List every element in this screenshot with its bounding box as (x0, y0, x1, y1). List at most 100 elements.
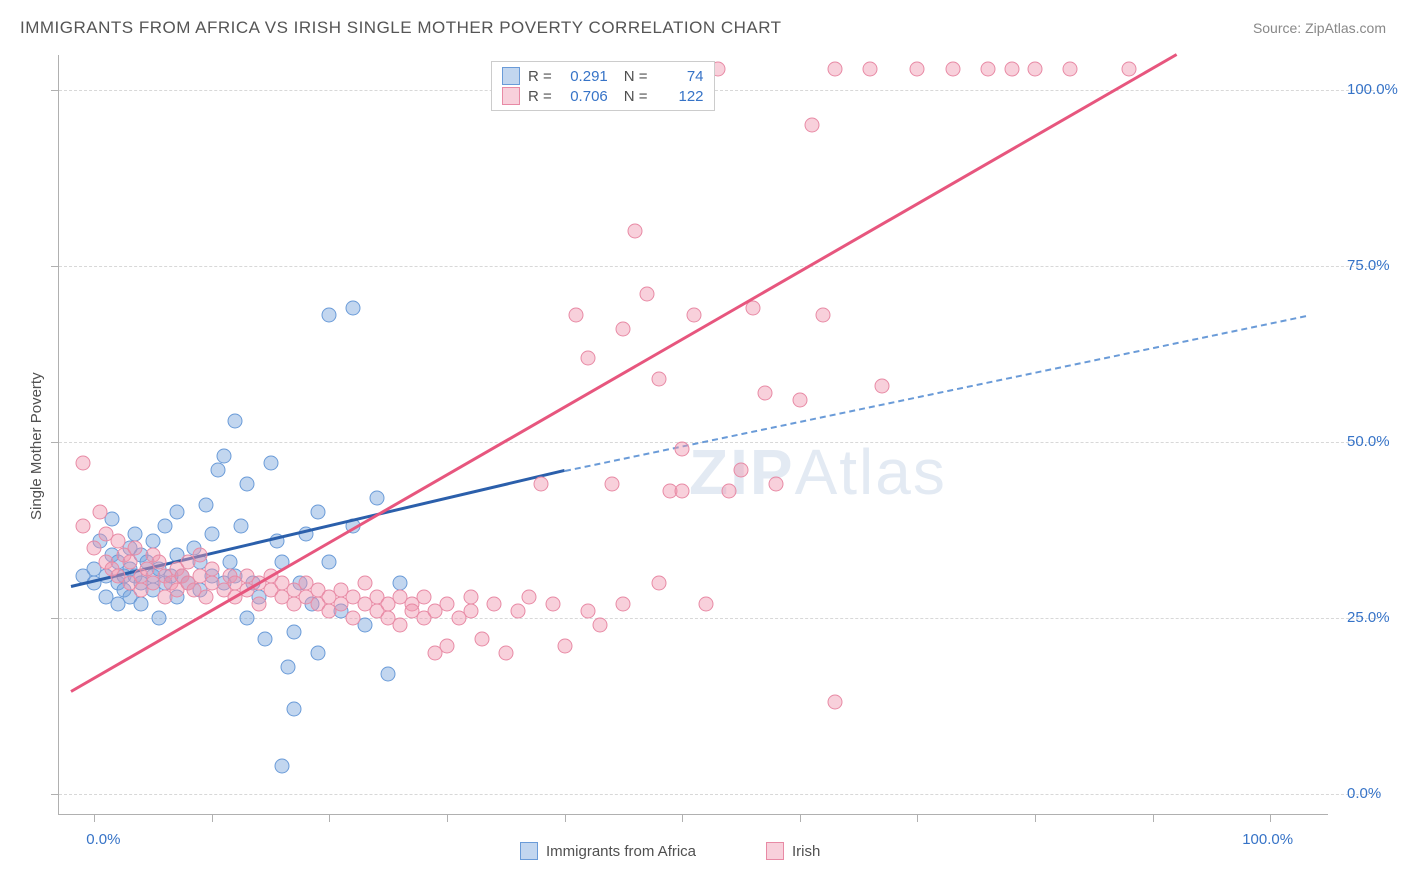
x-tick (682, 814, 683, 822)
data-point (357, 575, 372, 590)
data-point (122, 554, 137, 569)
data-point (204, 561, 219, 576)
series-legend-label: Immigrants from Africa (546, 843, 696, 860)
series-legend-label: Irish (792, 843, 820, 860)
x-tick (1153, 814, 1154, 822)
data-point (545, 596, 560, 611)
data-point (687, 308, 702, 323)
gridline (59, 618, 1379, 619)
data-point (828, 62, 843, 77)
data-point (616, 596, 631, 611)
data-point (75, 519, 90, 534)
legend-swatch (502, 67, 520, 85)
data-point (569, 308, 584, 323)
data-point (734, 463, 749, 478)
plot-container: 0.0%25.0%50.0%75.0%100.0%0.0%100.0%ZIPAt… (58, 55, 1328, 815)
data-point (281, 660, 296, 675)
legend-n-label: N = (624, 88, 648, 105)
data-point (581, 350, 596, 365)
data-point (651, 575, 666, 590)
x-tick (94, 814, 95, 822)
data-point (322, 554, 337, 569)
legend-r-value: 0.706 (560, 88, 608, 105)
x-tick (329, 814, 330, 822)
data-point (87, 540, 102, 555)
data-point (616, 322, 631, 337)
y-tick-label: 50.0% (1347, 433, 1406, 450)
legend-r-label: R = (528, 88, 552, 105)
x-tick (800, 814, 801, 822)
data-point (757, 385, 772, 400)
y-tick (51, 618, 59, 619)
data-point (193, 547, 208, 562)
data-point (675, 484, 690, 499)
data-point (310, 646, 325, 661)
x-tick (565, 814, 566, 822)
data-point (322, 308, 337, 323)
data-point (240, 477, 255, 492)
data-point (110, 533, 125, 548)
data-point (1004, 62, 1019, 77)
data-point (228, 413, 243, 428)
data-point (1122, 62, 1137, 77)
data-point (198, 589, 213, 604)
data-point (75, 456, 90, 471)
data-point (792, 392, 807, 407)
data-point (157, 519, 172, 534)
x-tick-label: 100.0% (1242, 831, 1293, 848)
data-point (263, 456, 278, 471)
gridline (59, 266, 1379, 267)
data-point (557, 639, 572, 654)
data-point (345, 301, 360, 316)
y-tick (51, 90, 59, 91)
data-point (128, 540, 143, 555)
y-tick (51, 442, 59, 443)
data-point (151, 554, 166, 569)
data-point (639, 287, 654, 302)
data-point (1028, 62, 1043, 77)
x-tick (1270, 814, 1271, 822)
legend-n-label: N = (624, 68, 648, 85)
data-point (134, 596, 149, 611)
data-point (210, 463, 225, 478)
legend-r-value: 0.291 (560, 68, 608, 85)
data-point (240, 610, 255, 625)
legend-row: R =0.291N =74 (502, 66, 704, 86)
data-point (804, 118, 819, 133)
data-point (816, 308, 831, 323)
data-point (828, 695, 843, 710)
x-tick (447, 814, 448, 822)
data-point (222, 554, 237, 569)
data-point (128, 526, 143, 541)
chart-header: IMMIGRANTS FROM AFRICA VS IRISH SINGLE M… (20, 18, 1386, 38)
data-point (345, 610, 360, 625)
y-axis-title: Single Mother Poverty (28, 372, 45, 520)
y-tick-label: 100.0% (1347, 81, 1406, 98)
data-point (510, 603, 525, 618)
y-tick-label: 25.0% (1347, 609, 1406, 626)
data-point (475, 632, 490, 647)
data-point (769, 477, 784, 492)
legend-swatch (502, 87, 520, 105)
series-legend-item: Irish (766, 842, 820, 860)
data-point (980, 62, 995, 77)
data-point (146, 533, 161, 548)
data-point (216, 449, 231, 464)
x-tick (1035, 814, 1036, 822)
data-point (651, 371, 666, 386)
gridline (59, 442, 1379, 443)
data-point (393, 618, 408, 633)
data-point (198, 498, 213, 513)
chart-title: IMMIGRANTS FROM AFRICA VS IRISH SINGLE M… (20, 18, 782, 38)
data-point (1063, 62, 1078, 77)
legend-n-value: 122 (656, 88, 704, 105)
data-point (257, 632, 272, 647)
data-point (604, 477, 619, 492)
y-tick (51, 794, 59, 795)
data-point (151, 610, 166, 625)
data-point (945, 62, 960, 77)
data-point (698, 596, 713, 611)
y-tick (51, 266, 59, 267)
data-point (522, 589, 537, 604)
chart-source: Source: ZipAtlas.com (1253, 20, 1386, 36)
